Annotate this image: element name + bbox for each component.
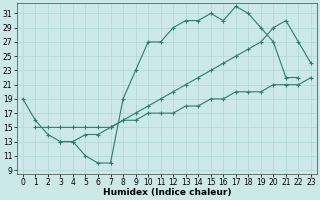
X-axis label: Humidex (Indice chaleur): Humidex (Indice chaleur) <box>103 188 231 197</box>
